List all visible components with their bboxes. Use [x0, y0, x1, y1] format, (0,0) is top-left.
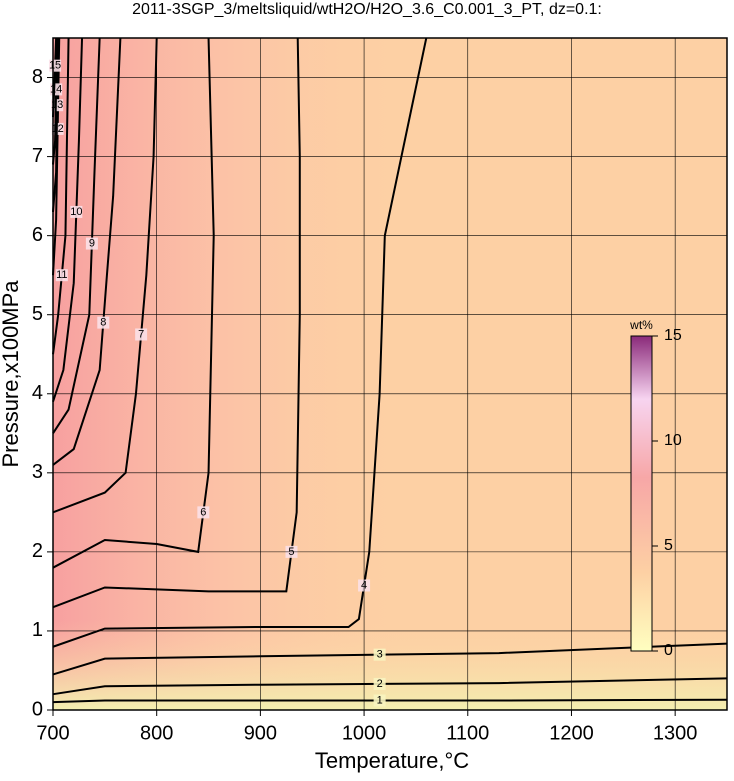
contour-label: 14: [50, 83, 62, 95]
contour-label-box: [373, 694, 386, 707]
x-tick-label: 700: [36, 722, 69, 744]
contour-label-box: [70, 205, 83, 218]
contour-line: [52, 37, 60, 213]
colorbar-tick-label: 0: [664, 642, 673, 659]
contour-label-box: [55, 269, 68, 282]
contour-label: 11: [56, 269, 67, 281]
contour-label: 2: [377, 678, 383, 690]
y-tick-label: 8: [32, 66, 43, 88]
contour-label: 7: [138, 328, 144, 340]
y-axis-label: Pressure,x100MPa: [0, 280, 23, 468]
contour-label-box: [135, 328, 148, 341]
colorbar-tick-label: 10: [664, 432, 682, 449]
chart-title: 2011-3SGP_3/meltsliquid/wtH2O/H2O_3.6_C0…: [132, 1, 602, 18]
y-tick-label: 3: [32, 461, 43, 483]
contour-label: 1: [377, 694, 383, 706]
x-tick-label: 900: [244, 722, 277, 744]
contour-label: 3: [377, 649, 383, 661]
x-tick-label: 800: [140, 722, 173, 744]
y-tick-label: 4: [32, 382, 43, 404]
y-tick-label: 2: [32, 540, 43, 562]
contour-label-box: [197, 506, 210, 519]
y-tick-label: 6: [32, 224, 43, 246]
y-tick-label: 7: [32, 145, 43, 167]
y-tick-label: 5: [32, 303, 43, 325]
colorbar: [630, 335, 653, 652]
contour-label-box: [373, 648, 386, 661]
x-axis-label: Temperature,°C: [315, 748, 469, 773]
plot-shade: [53, 38, 424, 710]
contour-label-box: [97, 316, 110, 329]
x-tick-label: 1200: [549, 722, 594, 744]
colorbar-tick-label: 15: [664, 327, 682, 344]
contour-label: 10: [70, 206, 82, 218]
contour-label: 9: [89, 237, 95, 249]
x-tick-label: 1300: [653, 722, 698, 744]
colorbar-label: wt%: [629, 318, 653, 332]
contour-label: 8: [100, 317, 106, 329]
contour-line: [52, 37, 84, 402]
x-tick-label: 1000: [342, 722, 387, 744]
contour-label: 15: [49, 60, 61, 72]
contour-label-box: [373, 677, 386, 690]
contour-label: 6: [200, 506, 206, 518]
x-tick-label: 1100: [446, 722, 489, 744]
plot-frame: [52, 37, 728, 711]
y-tick-label: 0: [32, 698, 43, 720]
y-tick-label: 1: [32, 619, 43, 641]
colorbar-tick-label: 5: [664, 537, 673, 554]
contour-label-box: [49, 59, 62, 72]
contour-label-box: [85, 237, 98, 250]
plot-shade: [53, 620, 727, 710]
